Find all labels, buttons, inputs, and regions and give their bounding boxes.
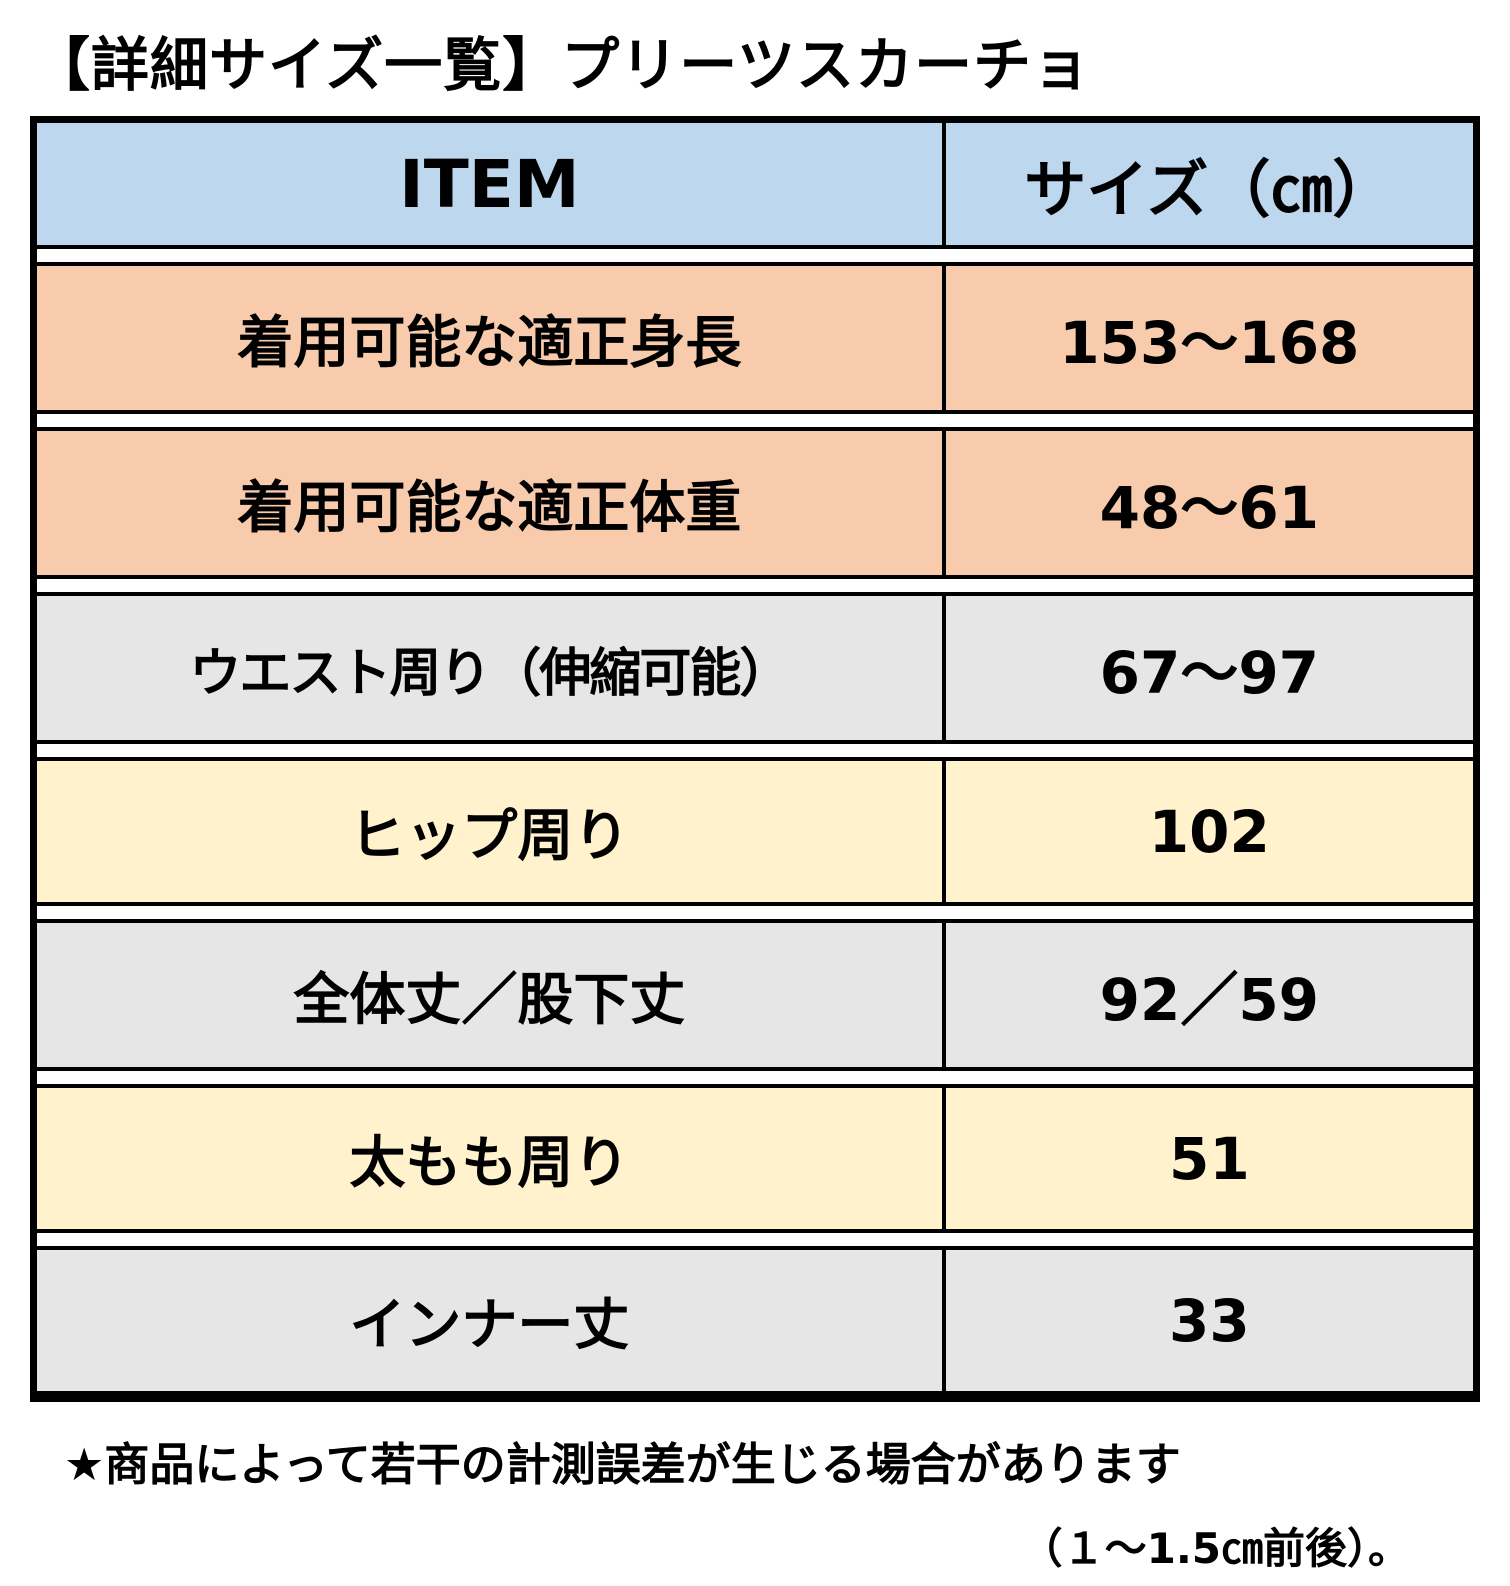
row-size-value: 33 — [941, 1250, 1473, 1391]
header-cell-item: ITEM — [399, 145, 580, 223]
table-row-total-inseam-length: 全体丈／股下丈 92／59 — [37, 919, 1473, 1071]
size-table: ITEM サイズ（㎝） 着用可能な適正身長 153～168 着用可能な適正体重 … — [30, 116, 1480, 1402]
row-size-value: 48～61 — [941, 431, 1473, 575]
row-item-label: 着用可能な適正体重 — [237, 475, 742, 541]
row-item-label: ウエスト周り（伸縮可能） — [189, 643, 791, 704]
row-size-value: 102 — [941, 761, 1473, 902]
table-row-waist: ウエスト周り（伸縮可能） 67～97 — [37, 592, 1473, 744]
row-item-label: 着用可能な適正身長 — [237, 310, 742, 376]
row-item-label: 全体丈／股下丈 — [293, 967, 686, 1033]
header-cell-size: サイズ（㎝） — [941, 123, 1473, 245]
row-size-value: 51 — [941, 1088, 1473, 1229]
row-size-value: 153～168 — [941, 266, 1473, 410]
table-row-thigh: 太もも周り 51 — [37, 1084, 1473, 1233]
row-item-label: 太もも周り — [349, 1131, 630, 1196]
table-row-weight: 着用可能な適正体重 48～61 — [37, 427, 1473, 579]
page-title: 【詳細サイズ一覧】プリーツスカーチョ — [32, 31, 1092, 99]
row-item-label: ヒップ周り — [349, 804, 630, 869]
measurement-note: ★商品によって若干の計測誤差が生じる場合があります — [64, 1438, 1181, 1491]
row-size-value: 92／59 — [941, 923, 1473, 1067]
row-size-value: 67～97 — [941, 596, 1473, 740]
table-row-hip: ヒップ周り 102 — [37, 757, 1473, 906]
row-item-label: インナー丈 — [349, 1293, 630, 1358]
table-row-height: 着用可能な適正身長 153～168 — [37, 262, 1473, 414]
measurement-note-range: （１～1.5㎝前後）。 — [1020, 1524, 1410, 1573]
table-header-row: ITEM サイズ（㎝） — [37, 123, 1473, 249]
table-row-inner-length: インナー丈 33 — [37, 1246, 1473, 1395]
